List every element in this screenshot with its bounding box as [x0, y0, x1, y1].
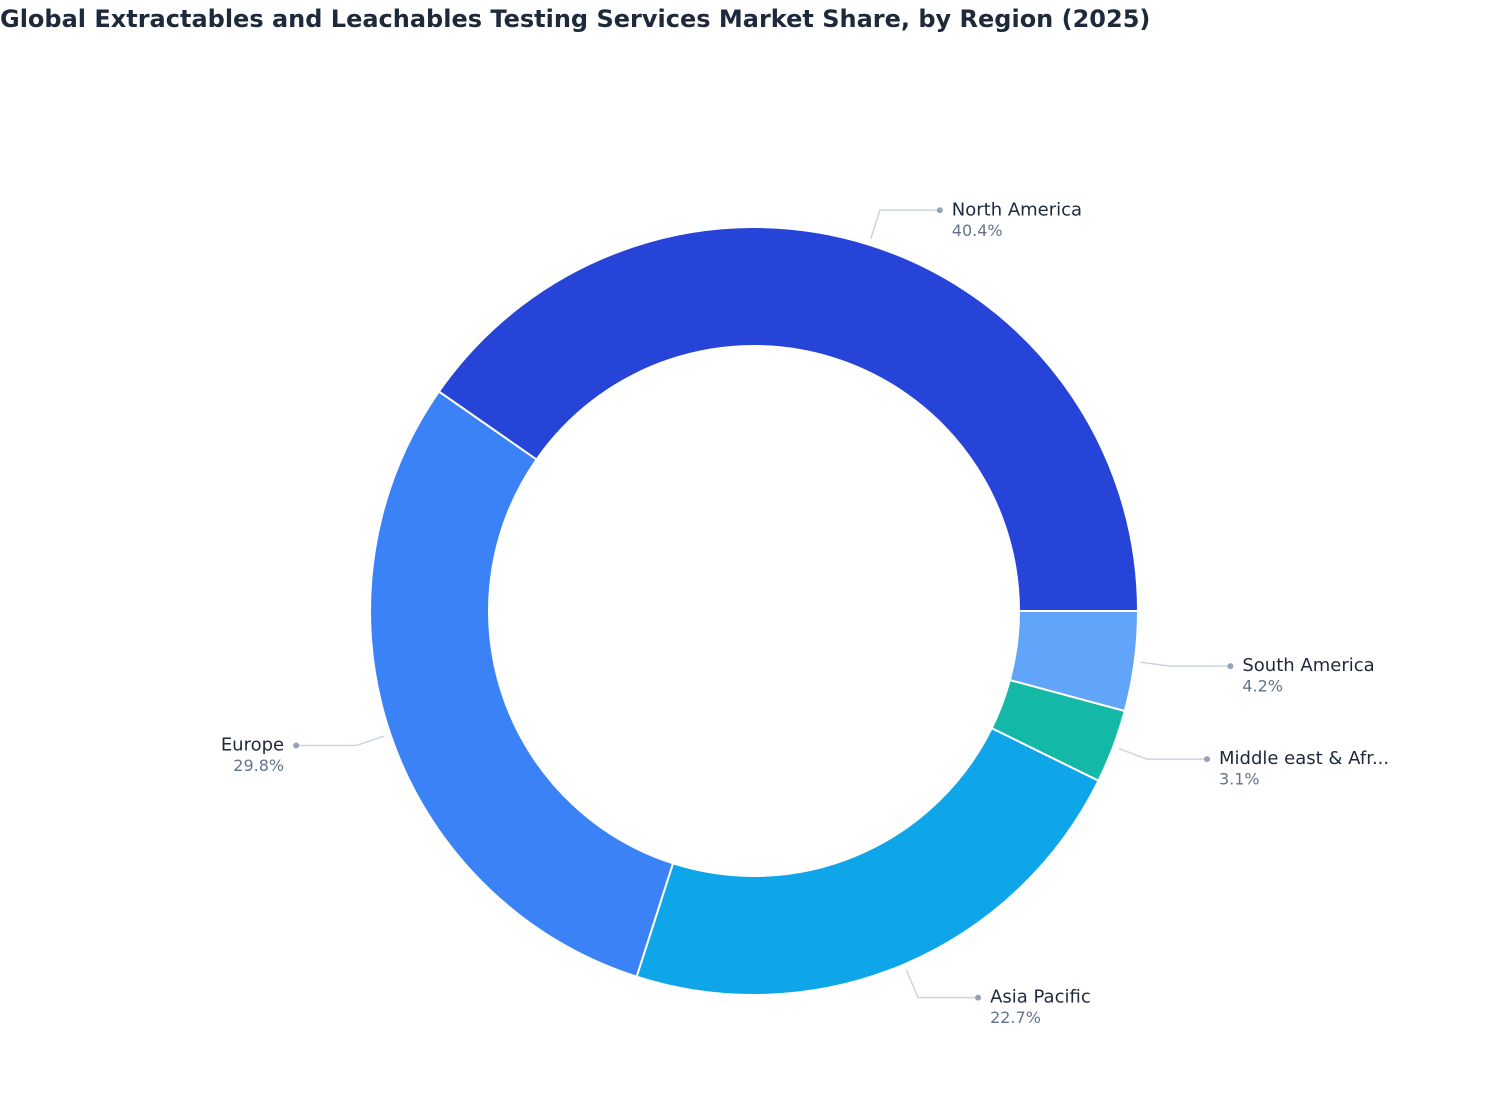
- leader-line: [905, 969, 979, 999]
- leader-line: [1118, 747, 1207, 760]
- leader-dot: [975, 994, 982, 1001]
- slice-value: 40.4%: [952, 221, 1003, 240]
- leader-line: [296, 735, 385, 747]
- leader-line: [870, 209, 940, 240]
- slice: [1008, 610, 1140, 713]
- slice-label: South America: [1242, 655, 1374, 676]
- chart-title: Global Extractables and Leachables Testi…: [0, 5, 1150, 33]
- slice: [437, 226, 1140, 612]
- slice-value: 22.7%: [990, 1008, 1041, 1027]
- slice: [369, 390, 675, 978]
- slice: [635, 726, 1100, 996]
- leader-dot: [936, 207, 943, 214]
- slice-value: 4.2%: [1242, 677, 1283, 696]
- slice-value: 3.1%: [1219, 770, 1260, 789]
- slice-value: 29.8%: [233, 756, 284, 775]
- leader-dot: [293, 742, 300, 749]
- slice-label: North America: [952, 199, 1082, 220]
- leader-dot: [1227, 663, 1234, 670]
- slice-label: Asia Pacific: [990, 987, 1091, 1008]
- slice-label: Europe: [221, 735, 284, 756]
- leader-dot: [1203, 756, 1210, 763]
- leader-line: [1140, 661, 1231, 667]
- slice-label: Middle east & Afr...: [1219, 748, 1389, 769]
